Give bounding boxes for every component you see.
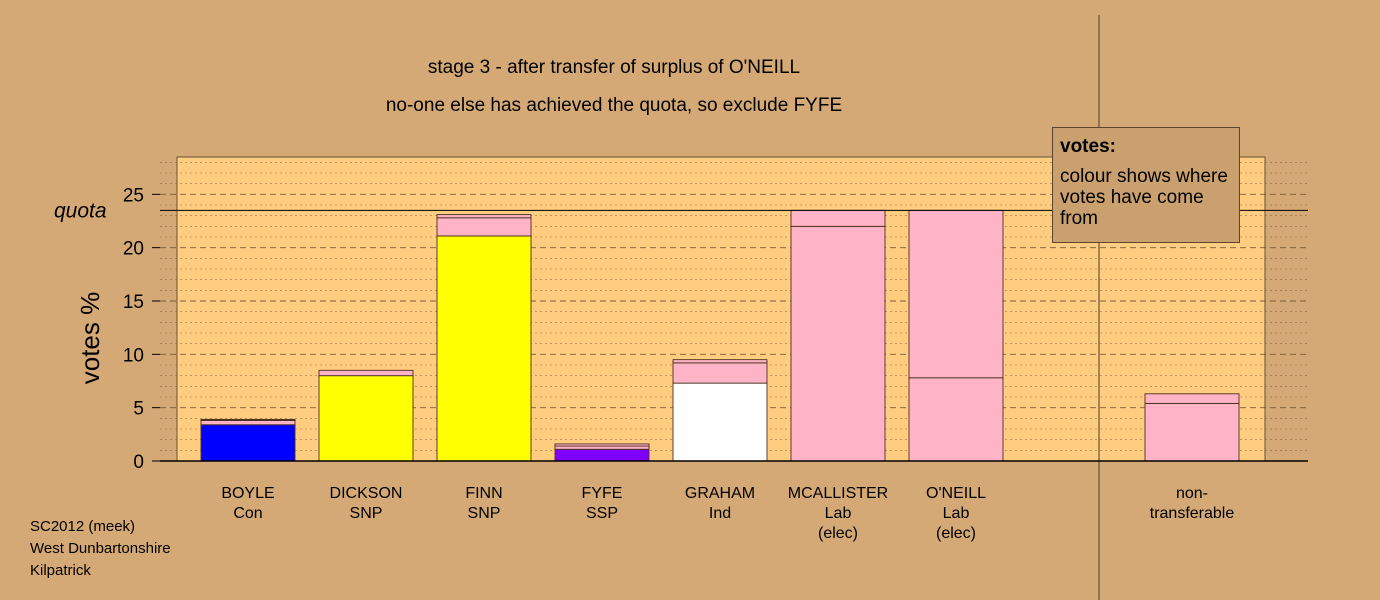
bar-segment: [200, 418, 296, 421]
quota-label: quota: [54, 199, 107, 222]
candidate-name: FINN: [465, 485, 502, 502]
footer-line-1: SC2012 (meek): [30, 518, 136, 535]
footer: SC2012 (meek) West Dunbartonshire Kilpat…: [30, 516, 171, 582]
legend-title: votes:: [1060, 136, 1116, 157]
candidate-party: SSP: [586, 505, 618, 522]
candidate-name: BOYLE: [221, 485, 274, 502]
bar-segment: [790, 225, 886, 462]
candidate-name: GRAHAM: [685, 485, 755, 502]
bar-segment: [790, 209, 886, 227]
y-axis-label: votes %: [75, 292, 105, 385]
bars: [200, 209, 1240, 462]
candidate-name: DICKSON: [330, 485, 403, 502]
y-tick-label: 10: [123, 345, 144, 366]
bar-segment: [200, 420, 296, 426]
bar-segment: [672, 359, 768, 364]
candidate-name: MCALLISTER: [788, 485, 888, 502]
chart-title: stage 3 - after transfer of surplus of O…: [428, 57, 800, 78]
y-axis-ticks: 0 5 10 15 20 25: [123, 185, 160, 473]
candidate-party: transferable: [1150, 505, 1235, 522]
bar-segment: [436, 217, 532, 237]
bar-segment: [554, 445, 650, 450]
footer-line-2: West Dunbartonshire: [30, 540, 171, 557]
y-tick-label: 0: [133, 452, 144, 473]
candidate-party: SNP: [468, 505, 501, 522]
candidate-note: (elec): [818, 525, 858, 542]
candidate-party: Ind: [709, 505, 731, 522]
y-tick-label: 5: [133, 399, 144, 420]
legend: votes: colour shows where votes have com…: [1052, 127, 1240, 243]
bar-segment: [1144, 402, 1240, 462]
bar-segment: [318, 369, 414, 377]
candidate-name: O'NEILL: [926, 485, 986, 502]
bar-segment: [908, 209, 1004, 379]
bar-segment: [436, 235, 532, 462]
footer-line-3: Kilpatrick: [30, 562, 91, 579]
bar-segment: [672, 382, 768, 462]
bar-segment: [436, 214, 532, 219]
bar-segment: [554, 448, 650, 462]
chart-subtitle: no-one else has achieved the quota, so e…: [386, 95, 842, 116]
candidate-party: SNP: [350, 505, 383, 522]
y-tick-label: 15: [123, 292, 144, 313]
legend-body: colour shows where votes have come from: [1060, 166, 1228, 229]
candidate-name: FYFE: [582, 485, 623, 502]
bar-segment: [318, 375, 414, 462]
candidate-party: Con: [233, 505, 262, 522]
candidate-name: non-: [1176, 485, 1208, 502]
bar-segment: [672, 362, 768, 384]
candidate-party: Lab: [825, 505, 852, 522]
bar-segment: [200, 424, 296, 462]
y-tick-label: 25: [123, 185, 144, 206]
bar-segment: [554, 443, 650, 447]
y-tick-label: 20: [123, 239, 144, 260]
candidate-party: Lab: [943, 505, 970, 522]
bar-segment: [908, 377, 1004, 462]
x-axis-labels: BOYLE Con DICKSON SNP FINN SNP FYFE SSP GRAHAM In…: [221, 485, 1234, 542]
candidate-note: (elec): [936, 525, 976, 542]
bar-segment: [1144, 393, 1240, 404]
